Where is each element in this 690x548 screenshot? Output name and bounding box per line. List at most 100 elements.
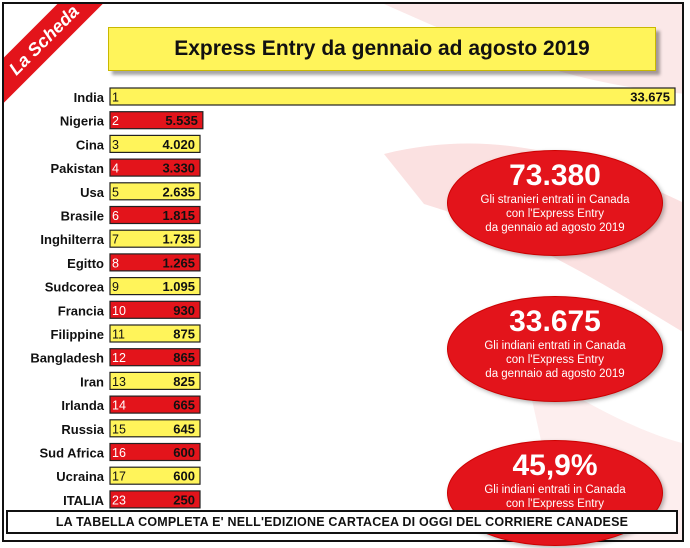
category-label: Inghilterra xyxy=(40,232,104,247)
category-label: Sudcorea xyxy=(45,280,105,295)
bar-row-india: India 1 33.675 xyxy=(74,87,676,106)
callout-value: 73.380 xyxy=(509,159,601,192)
value-label: 1.265 xyxy=(162,255,195,270)
value-label: 930 xyxy=(173,303,195,318)
rank-label: 2 xyxy=(112,114,119,128)
value-label: 33.675 xyxy=(630,90,670,105)
value-label: 250 xyxy=(173,492,195,507)
bar-row-brasile: Brasile 6 1.815 xyxy=(61,205,201,225)
category-label: Ucraina xyxy=(56,469,104,484)
rank-label: 10 xyxy=(112,304,126,318)
bar xyxy=(109,490,201,509)
category-label: Egitto xyxy=(67,256,104,271)
category-label: Cina xyxy=(76,137,105,152)
footer-banner: LA TABELLA COMPLETA E' NELL'EDIZIONE CAR… xyxy=(6,510,678,534)
callout-text: Gli indiani entrati in Canada con l'Expr… xyxy=(484,484,626,510)
bar xyxy=(109,419,201,438)
rank-label: 13 xyxy=(112,375,126,389)
bar-row-usa: Usa 5 2.635 xyxy=(80,182,201,201)
bar xyxy=(109,277,201,296)
bar-row-ucraina: Ucraina 17 600 xyxy=(56,466,201,485)
bar xyxy=(109,300,201,319)
rank-label: 16 xyxy=(112,446,126,460)
value-label: 4.020 xyxy=(162,137,195,152)
callout-indians-total: 33.675 Gli indiani entrati in Canada con… xyxy=(447,296,663,402)
bar-row-irlanda: Irlanda 14 665 xyxy=(61,395,201,414)
rank-label: 15 xyxy=(112,422,126,436)
bar xyxy=(109,253,201,272)
callout-total-foreigners: 73.380 Gli stranieri entrati in Canada c… xyxy=(447,150,663,256)
callout-text: Gli indiani entrati in Canada con l'Expr… xyxy=(484,340,626,380)
category-label: Bangladesh xyxy=(30,351,104,366)
value-label: 2.635 xyxy=(162,184,195,199)
rank-label: 14 xyxy=(112,399,126,413)
value-label: 645 xyxy=(173,421,195,436)
value-label: 3.330 xyxy=(162,161,195,176)
category-label: Irlanda xyxy=(61,398,104,413)
bar-row-pakistan: Pakistan 4 3.330 xyxy=(51,158,201,177)
value-label: 825 xyxy=(173,374,195,389)
category-label: Brasile xyxy=(61,209,104,224)
value-label: 600 xyxy=(173,469,195,484)
category-label: Usa xyxy=(80,185,105,200)
bar xyxy=(109,229,201,248)
bar xyxy=(109,395,201,414)
rank-label: 7 xyxy=(112,233,119,247)
category-label: Francia xyxy=(58,303,105,318)
bar xyxy=(109,205,201,225)
callout-text: Gli stranieri entrati in Canada con l'Ex… xyxy=(480,194,630,234)
rank-label: 17 xyxy=(112,470,126,484)
bar-row-cina: Cina 3 4.020 xyxy=(76,134,201,153)
value-label: 1.735 xyxy=(162,232,195,247)
category-label: Iran xyxy=(80,374,104,389)
bar xyxy=(109,134,201,153)
rank-label: 4 xyxy=(112,162,119,176)
rank-label: 23 xyxy=(112,493,126,507)
bar-row-iran: Iran 13 825 xyxy=(80,371,201,390)
bar-row-inghilterra: Inghilterra 7 1.735 xyxy=(40,229,201,248)
callout-value: 45,9% xyxy=(512,449,598,482)
footer-text: LA TABELLA COMPLETA E' NELL'EDIZIONE CAR… xyxy=(55,515,629,529)
value-label: 5.535 xyxy=(165,113,198,128)
category-label: Sud Africa xyxy=(39,446,104,461)
rank-label: 6 xyxy=(112,209,119,223)
rank-label: 11 xyxy=(112,328,125,342)
value-label: 600 xyxy=(173,445,195,460)
bar-row-sudcorea: Sudcorea 9 1.095 xyxy=(45,277,201,296)
bar xyxy=(109,348,201,367)
bar xyxy=(109,324,201,343)
category-label: ITALIA xyxy=(63,493,105,508)
value-label: 875 xyxy=(173,327,195,342)
bar-row-bangladesh: Bangladesh 12 865 xyxy=(30,348,201,367)
value-label: 665 xyxy=(173,398,195,413)
bar-row-egitto: Egitto 8 1.265 xyxy=(67,253,201,272)
rank-label: 9 xyxy=(112,280,119,294)
bar xyxy=(109,111,204,130)
bar xyxy=(109,442,201,462)
category-label: India xyxy=(74,90,105,105)
bar xyxy=(109,182,201,201)
bar xyxy=(109,87,676,106)
rank-label: 3 xyxy=(112,138,119,152)
bar-row-italia: ITALIA 23 250 xyxy=(63,490,201,509)
rank-label: 1 xyxy=(112,91,119,105)
value-label: 1.815 xyxy=(162,208,195,223)
bar-row-francia: Francia 10 930 xyxy=(58,300,201,319)
category-label: Filippine xyxy=(51,327,104,342)
bar xyxy=(109,158,201,177)
value-label: 1.095 xyxy=(162,279,195,294)
category-label: Russia xyxy=(61,422,104,437)
bar xyxy=(109,371,201,390)
category-label: Nigeria xyxy=(60,114,105,129)
chart-title-box: Express Entry da gennaio ad agosto 2019 xyxy=(108,27,656,71)
bar-row-russia: Russia 15 645 xyxy=(61,419,201,438)
rank-label: 5 xyxy=(112,185,119,199)
bar-row-filippine: Filippine 11 875 xyxy=(51,324,201,343)
bar-row-nigeria: Nigeria 2 5.535 xyxy=(60,111,204,130)
chart-title: Express Entry da gennaio ad agosto 2019 xyxy=(174,37,590,60)
callout-value: 33.675 xyxy=(509,305,601,338)
category-label: Pakistan xyxy=(51,161,105,176)
rank-label: 12 xyxy=(112,351,126,365)
